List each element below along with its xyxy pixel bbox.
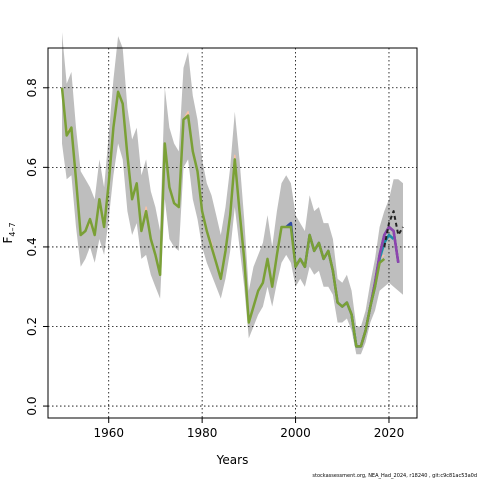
y-tick-label: 0.2 (25, 317, 39, 336)
y-tick-label: 0.4 (25, 237, 39, 256)
x-axis-title: Years (216, 453, 249, 467)
x-tick-label: 2020 (374, 426, 405, 440)
series-line-4 (60, 87, 386, 348)
y-axis-title-subscript: 4–7 (8, 222, 17, 236)
x-tick-label: 2000 (280, 426, 311, 440)
x-tick-label: 1960 (93, 426, 124, 440)
y-tick-label: 0.0 (25, 397, 39, 416)
y-tick-label: 0.6 (25, 158, 39, 177)
grid-layer (48, 48, 417, 418)
series-layer (60, 87, 404, 348)
y-tick-label: 0.8 (25, 78, 39, 97)
x-tick-label: 1980 (187, 426, 218, 440)
plot-frame (47, 47, 418, 419)
y-axis-title: F4–7 (1, 222, 17, 243)
x-axis: 1960 1980 2000 2020 (93, 418, 404, 440)
y-axis: 0.0 0.2 0.4 0.6 0.8 (25, 78, 48, 416)
y-axis-title-main: F (1, 237, 15, 244)
footer-credit: stockassessment.org, NEA_Had_2024, r1824… (312, 473, 477, 479)
series-line-5 (383, 210, 404, 248)
